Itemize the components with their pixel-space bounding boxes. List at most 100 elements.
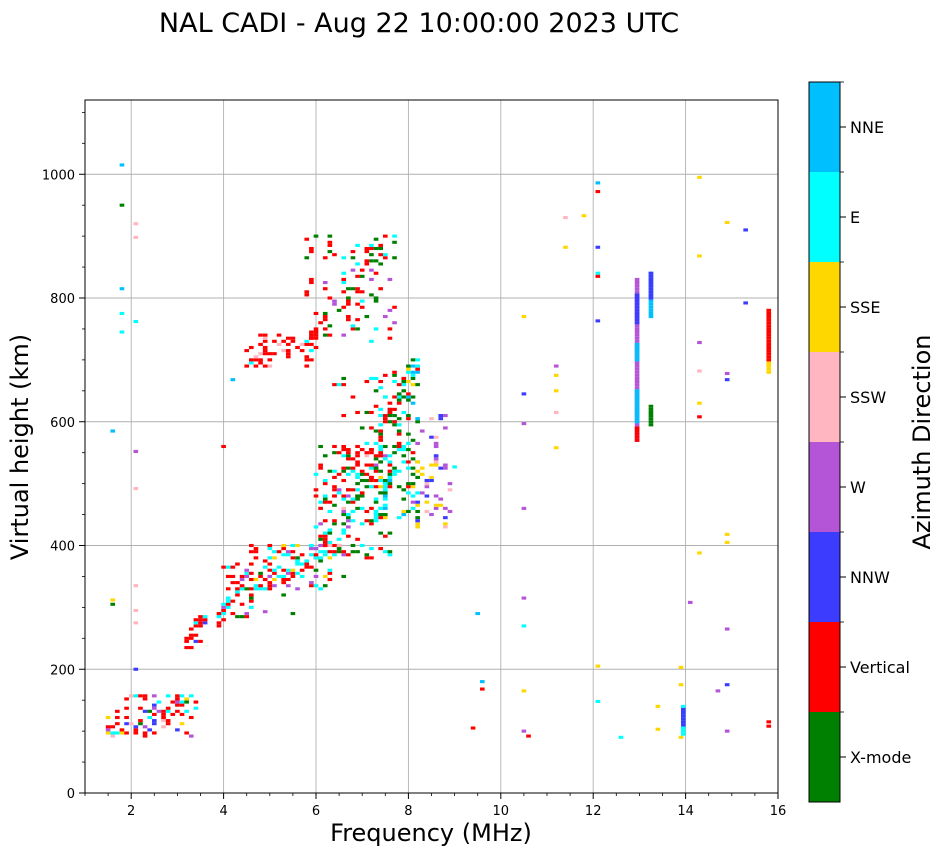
echo-cell xyxy=(151,712,157,716)
echo-point xyxy=(595,664,601,668)
echo-cell xyxy=(373,376,379,380)
echo-column-cell xyxy=(680,704,686,708)
echo-column-cell xyxy=(634,370,640,374)
echo-cell xyxy=(327,240,333,244)
echo-cell xyxy=(355,262,360,266)
echo-cell xyxy=(341,376,347,380)
echo-cell xyxy=(410,373,416,377)
echo-cell xyxy=(378,506,383,510)
echo-point xyxy=(553,364,559,368)
echo-cell xyxy=(115,709,120,713)
echo-cell xyxy=(216,612,222,616)
colorbar-category-label: E xyxy=(850,208,860,227)
echo-column-cell xyxy=(634,345,640,350)
echo-point xyxy=(119,330,125,334)
echo-cell xyxy=(290,574,296,578)
echo-point xyxy=(715,689,721,693)
echo-cell xyxy=(327,568,333,572)
echo-cell xyxy=(332,485,337,489)
echo-cell xyxy=(350,550,356,554)
echo-cell xyxy=(322,454,328,458)
echo-cell xyxy=(406,364,411,368)
colorbar-category-label: Vertical xyxy=(850,658,910,677)
echo-cell xyxy=(373,457,379,461)
echo-cell xyxy=(322,280,328,285)
echo-cell xyxy=(438,466,444,470)
echo-cell xyxy=(415,522,420,526)
echo-point xyxy=(618,735,624,739)
echo-cell xyxy=(382,494,388,498)
echo-cell xyxy=(142,697,148,701)
echo-cell xyxy=(188,636,194,640)
echo-cell xyxy=(392,395,397,399)
echo-column-cell xyxy=(634,287,640,291)
echo-cell xyxy=(382,373,388,377)
echo-cell xyxy=(392,420,397,424)
echo-cell xyxy=(387,277,393,281)
echo-cell xyxy=(272,577,277,582)
echo-cell xyxy=(313,574,319,578)
echo-cell xyxy=(276,574,282,578)
echo-column-cell xyxy=(648,410,654,415)
echo-cell xyxy=(221,605,226,609)
echo-cell xyxy=(396,398,402,402)
echo-cell xyxy=(382,315,388,319)
x-tick-label: 8 xyxy=(404,804,412,819)
echo-cell xyxy=(396,441,402,445)
echo-column-cell xyxy=(634,429,640,433)
echo-cell xyxy=(267,584,273,588)
echo-point xyxy=(341,271,347,275)
echo-cell xyxy=(373,454,379,458)
echo-cell xyxy=(235,593,240,597)
echo-cell xyxy=(322,540,328,544)
echo-point xyxy=(678,735,684,739)
echo-cell xyxy=(373,389,379,393)
echo-cell xyxy=(401,383,407,387)
echo-cell xyxy=(355,302,360,306)
echo-cell xyxy=(369,293,374,297)
echo-cell xyxy=(355,243,360,247)
echo-column-cell xyxy=(648,274,654,278)
echo-cell xyxy=(318,556,323,560)
echo-cell xyxy=(373,296,379,300)
echo-cell xyxy=(382,478,388,483)
echo-cell xyxy=(230,612,236,616)
echo-cell xyxy=(447,488,453,492)
echo-cell xyxy=(341,414,347,418)
echo-cell xyxy=(433,454,439,458)
echo-cell xyxy=(318,466,323,470)
echo-column-cell xyxy=(634,386,640,390)
y-tick-label: 400 xyxy=(50,540,75,555)
echo-column-cell xyxy=(766,333,772,337)
echo-cell xyxy=(346,454,351,458)
echo-column-cell xyxy=(766,342,772,346)
echo-cell xyxy=(133,728,139,732)
echo-point xyxy=(697,551,702,555)
echo-point xyxy=(521,392,527,396)
echo-cell xyxy=(346,315,351,319)
colorbar-segment xyxy=(809,352,840,442)
echo-cell xyxy=(318,537,323,541)
echo-cell xyxy=(188,694,194,698)
echo-cell xyxy=(221,602,226,606)
echo-cell xyxy=(239,574,245,578)
echo-point xyxy=(595,319,601,323)
echo-cell xyxy=(225,599,231,603)
echo-cell xyxy=(355,290,360,294)
echo-cell xyxy=(373,271,379,275)
echo-column-cell xyxy=(634,302,640,306)
echo-cell xyxy=(262,577,268,582)
echo-cell xyxy=(359,469,365,473)
echo-cell xyxy=(244,568,250,572)
echo-cell xyxy=(142,731,148,735)
echo-cell xyxy=(272,556,277,560)
echo-point xyxy=(480,680,485,684)
echo-cell xyxy=(378,253,383,257)
echo-cell xyxy=(318,463,323,467)
echo-cell xyxy=(304,293,310,297)
echo-cell xyxy=(267,358,273,362)
echo-column-cell xyxy=(648,296,654,300)
echo-point xyxy=(724,532,730,536)
echo-cell xyxy=(396,417,402,421)
echo-column-cell xyxy=(648,290,654,294)
